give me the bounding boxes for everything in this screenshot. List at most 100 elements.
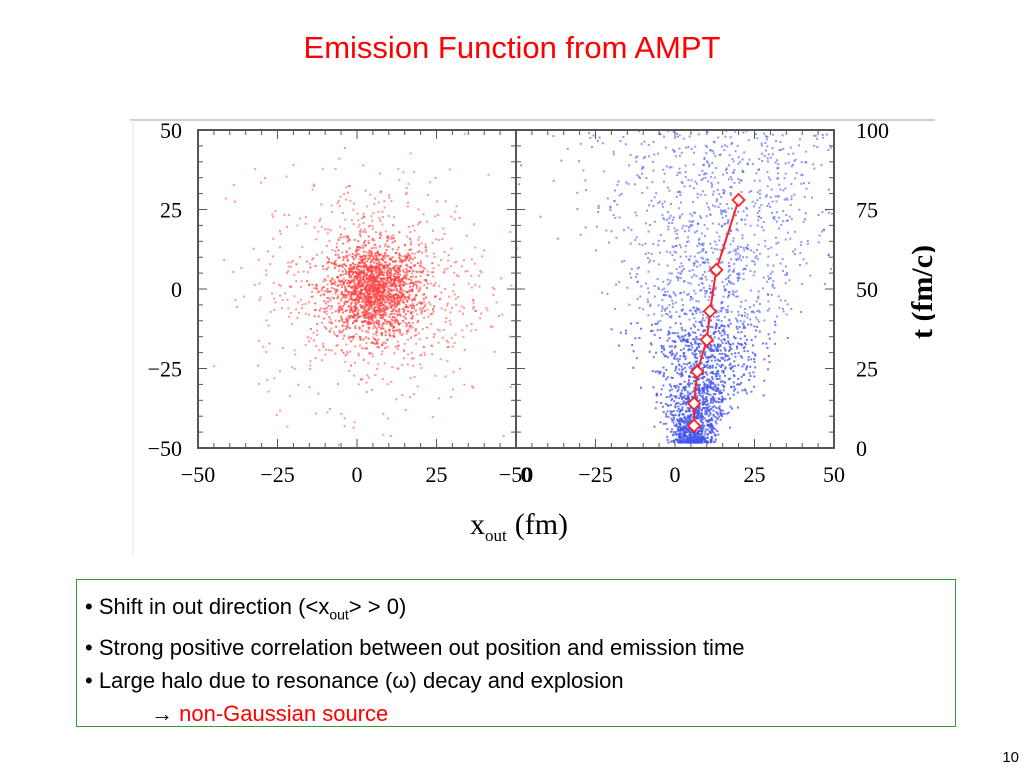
scatter-point bbox=[409, 248, 412, 251]
scatter-point bbox=[703, 366, 706, 369]
scatter-point bbox=[402, 298, 405, 301]
scatter-point bbox=[741, 322, 744, 325]
scatter-point bbox=[345, 270, 348, 273]
scatter-point bbox=[422, 293, 425, 296]
scatter-point bbox=[671, 306, 674, 309]
scatter-point bbox=[328, 240, 331, 243]
scatter-point bbox=[331, 277, 333, 280]
scatter-point bbox=[398, 308, 401, 311]
scatter-point bbox=[361, 324, 364, 327]
scatter-point bbox=[662, 217, 665, 220]
scatter-point bbox=[683, 338, 686, 341]
scatter-point bbox=[337, 443, 340, 446]
scatter-point bbox=[431, 312, 433, 315]
scatter-point bbox=[329, 318, 332, 321]
scatter-point bbox=[578, 160, 580, 163]
scatter-point bbox=[677, 407, 680, 410]
scatter-point bbox=[691, 343, 694, 346]
scatter-point bbox=[323, 325, 326, 328]
scatter-point bbox=[704, 430, 707, 433]
scatter-point bbox=[771, 200, 774, 203]
scatter-point bbox=[359, 265, 362, 268]
scatter-point bbox=[344, 310, 347, 312]
scatter-point bbox=[234, 200, 237, 203]
scatter-point bbox=[462, 259, 465, 262]
scatter-point bbox=[685, 401, 688, 404]
scatter-point bbox=[455, 205, 458, 208]
scatter-point bbox=[367, 269, 370, 272]
scatter-point bbox=[418, 280, 421, 283]
scatter-point bbox=[746, 350, 749, 353]
scatter-point bbox=[703, 417, 706, 420]
scatter-point bbox=[293, 367, 296, 370]
scatter-point bbox=[727, 311, 729, 314]
scatter-point bbox=[718, 235, 721, 238]
scatter-point bbox=[676, 390, 679, 393]
scatter-point bbox=[371, 341, 374, 344]
scatter-point bbox=[407, 278, 410, 281]
scatter-point bbox=[429, 181, 432, 184]
scatter-point bbox=[675, 403, 677, 406]
scatter-point bbox=[705, 404, 708, 407]
scatter-point bbox=[693, 264, 696, 267]
scatter-point bbox=[698, 429, 701, 432]
scatter-point bbox=[708, 270, 710, 273]
scatter-point bbox=[714, 288, 717, 291]
scatter-point bbox=[705, 396, 708, 398]
scatter-point bbox=[671, 397, 674, 400]
scatter-point bbox=[780, 223, 783, 226]
scatter-point bbox=[725, 311, 728, 314]
scatter-point bbox=[695, 337, 698, 340]
scatter-point bbox=[751, 351, 754, 354]
scatter-point bbox=[689, 349, 692, 351]
scatter-point bbox=[400, 364, 403, 366]
scatter-point bbox=[301, 246, 304, 249]
scatter-point bbox=[678, 134, 681, 137]
scatter-point bbox=[668, 395, 671, 398]
scatter-point bbox=[706, 411, 708, 414]
scatter-point bbox=[730, 258, 733, 261]
scatter-point bbox=[315, 288, 318, 290]
scatter-point bbox=[444, 321, 447, 323]
scatter-point bbox=[742, 374, 745, 376]
scatter-point bbox=[325, 310, 328, 313]
scatter-point bbox=[385, 255, 388, 258]
scatter-point bbox=[404, 258, 407, 261]
scatter-point bbox=[421, 328, 424, 331]
scatter-point bbox=[430, 271, 433, 274]
scatter-point bbox=[630, 322, 633, 325]
scatter-point bbox=[712, 382, 715, 385]
scatter-point bbox=[744, 326, 747, 329]
scatter-point bbox=[747, 139, 750, 142]
scatter-point bbox=[454, 297, 457, 300]
scatter-point bbox=[638, 336, 641, 339]
scatter-point bbox=[397, 367, 400, 370]
scatter-point bbox=[377, 201, 380, 204]
scatter-point bbox=[369, 261, 372, 264]
scatter-point bbox=[367, 326, 370, 329]
scatter-point bbox=[344, 218, 347, 221]
scatter-point bbox=[371, 315, 374, 317]
scatter-point bbox=[681, 309, 683, 312]
scatter-point bbox=[408, 259, 410, 262]
scatter-point bbox=[430, 323, 433, 325]
scatter-point bbox=[286, 225, 289, 228]
scatter-point bbox=[404, 271, 406, 274]
scatter-point bbox=[701, 387, 704, 390]
scatter-point bbox=[324, 228, 327, 231]
scatter-point bbox=[330, 305, 333, 308]
scatter-point bbox=[682, 368, 685, 371]
scatter-point bbox=[722, 173, 725, 176]
scatter-point bbox=[786, 231, 789, 234]
scatter-point bbox=[729, 362, 732, 365]
scatter-point bbox=[665, 422, 668, 425]
scatter-point bbox=[691, 214, 694, 217]
scatter-point bbox=[785, 313, 788, 316]
scatter-point bbox=[407, 296, 410, 298]
scatter-point bbox=[388, 329, 391, 332]
scatter-point bbox=[350, 280, 353, 283]
scatter-point bbox=[363, 262, 366, 265]
scatter-point bbox=[367, 252, 370, 255]
scatter-point bbox=[336, 297, 339, 300]
scatter-point bbox=[696, 414, 699, 417]
